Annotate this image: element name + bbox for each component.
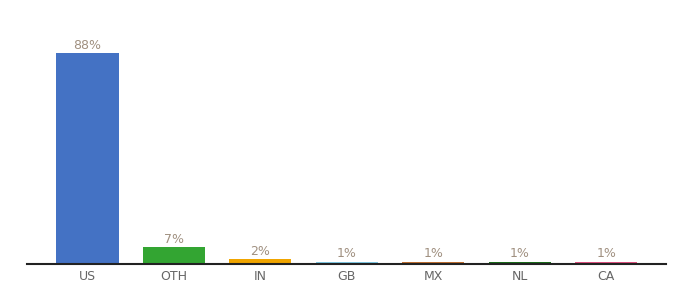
Text: 1%: 1%	[424, 248, 443, 260]
Bar	[229, 259, 292, 264]
Text: 7%: 7%	[164, 233, 184, 246]
Bar	[143, 247, 205, 264]
Text: 2%: 2%	[250, 245, 270, 258]
Bar	[489, 262, 551, 264]
Text: 88%: 88%	[73, 39, 101, 52]
Bar	[575, 262, 637, 264]
Text: 1%: 1%	[337, 248, 357, 260]
Text: 1%: 1%	[510, 248, 530, 260]
Text: 1%: 1%	[596, 248, 616, 260]
Bar	[56, 53, 118, 264]
Bar	[402, 262, 464, 264]
Bar	[316, 262, 378, 264]
